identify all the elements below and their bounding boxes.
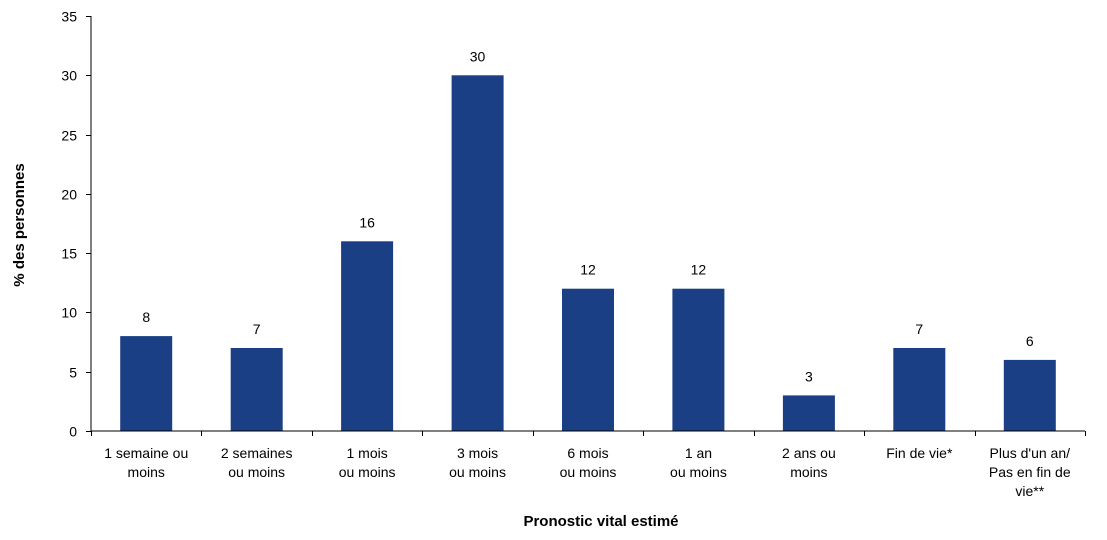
data-label: 6 (1026, 333, 1034, 349)
x-tick-label-line: moins (128, 464, 165, 480)
data-label: 16 (359, 214, 375, 230)
y-tick-label: 20 (61, 187, 77, 203)
y-tick-label: 25 (61, 128, 77, 144)
y-axis-title: % des personnes (11, 163, 28, 286)
data-label: 7 (253, 321, 261, 337)
x-tick-label-line: vie** (1015, 483, 1044, 499)
bar (672, 288, 725, 431)
y-tick-label: 15 (61, 246, 77, 262)
x-tick-label: 1 semaine ou moins (104, 445, 188, 480)
x-tick-label-line: 2 semaines (221, 445, 293, 461)
x-tick-label-line: Fin de vie* (886, 445, 953, 461)
x-tick-label: 2 ans ou moins (782, 445, 836, 480)
data-label: 7 (915, 321, 923, 337)
bar (893, 348, 946, 431)
bar (1003, 359, 1056, 431)
y-tick-label: 10 (61, 305, 77, 321)
x-tick-label-line: moins (790, 464, 827, 480)
x-tick-label: Fin de vie* (886, 445, 953, 461)
bar (782, 395, 835, 431)
bar (451, 75, 504, 432)
bar (341, 241, 394, 431)
x-tick-label-line: ou moins (339, 464, 396, 480)
x-tick-label-line: 1 semaine ou (104, 445, 188, 461)
y-tick-label: 5 (69, 365, 77, 381)
x-tick-label-line: 1 an (685, 445, 712, 461)
x-tick-label-line: 6 mois (567, 445, 608, 461)
y-axis: 0 5 10 15 20 25 30 35 (61, 9, 92, 440)
x-tick-label-line: Plus d'un an/ (990, 445, 1071, 461)
x-tick-label: Plus d'un an/Pas en fin de vie** (989, 445, 1071, 499)
data-label: 12 (580, 262, 596, 278)
x-tick-label-line: ou moins (670, 464, 727, 480)
y-tick-label: 35 (61, 9, 77, 25)
x-tick-label-line: ou moins (228, 464, 285, 480)
y-tick-label: 0 (69, 424, 77, 440)
data-label: 30 (470, 48, 486, 64)
data-labels-group: 8 7 16 30 12 12 3 7 6 (142, 48, 1034, 384)
bar (230, 348, 283, 431)
bar (562, 288, 614, 431)
bar (120, 336, 173, 431)
data-label: 3 (805, 368, 813, 384)
x-tick-label-line: ou moins (449, 464, 506, 480)
y-tick-label: 30 (61, 68, 77, 84)
data-label: 12 (691, 262, 707, 278)
x-tick-label-line: Pas en fin de (989, 464, 1071, 480)
x-tick-label: 1 an ou moins (670, 445, 727, 480)
x-tick-label-line: 1 mois (346, 445, 387, 461)
x-tick-label: 2 semaines ou moins (221, 445, 293, 480)
bars-group (120, 75, 1056, 432)
x-tick-label-line: ou moins (560, 464, 617, 480)
x-tick-label: 6 mois ou moins (560, 445, 617, 480)
x-tick-label: 3 mois ou moins (449, 445, 506, 480)
x-tick-label: 1 mois ou moins (339, 445, 396, 480)
data-label: 8 (142, 309, 150, 325)
x-tick-label-line: 2 ans ou (782, 445, 836, 461)
x-tick-label-line: 3 mois (457, 445, 498, 461)
x-axis-title: Pronostic vital estimé (523, 513, 678, 530)
